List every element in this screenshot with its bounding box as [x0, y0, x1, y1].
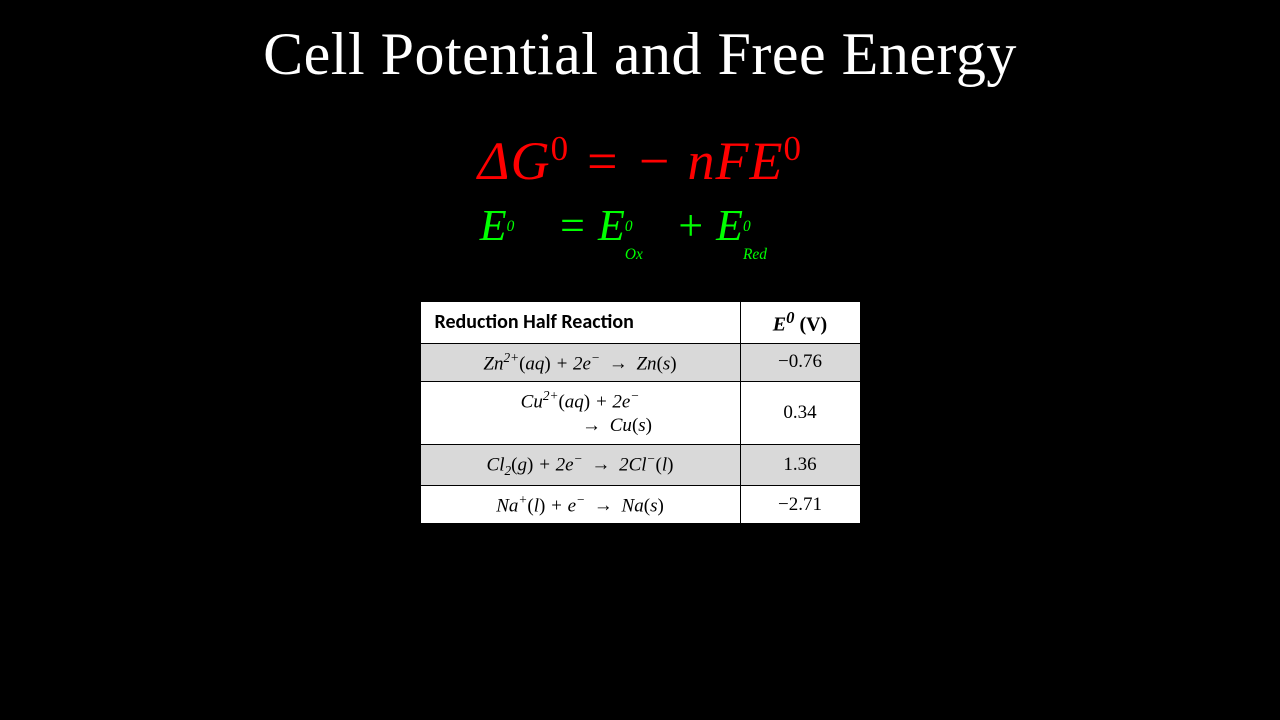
- equation-block: ΔG0 = − nFE0 E0 = E0Ox + E0Red: [478, 129, 802, 251]
- table-row: Na+(l) + e− → Na(s)−2.71: [420, 485, 860, 523]
- reduction-table-wrap: Reduction Half Reaction E0 (V) Zn2+(aq) …: [420, 301, 861, 524]
- table-row: Cu2+(aq) + 2e−→ Cu(s)0.34: [420, 381, 860, 444]
- reaction-cell: Na+(l) + e− → Na(s): [420, 485, 740, 523]
- reaction-cell: Cu2+(aq) + 2e−→ Cu(s): [420, 381, 740, 444]
- reduction-table: Reduction Half Reaction E0 (V) Zn2+(aq) …: [420, 301, 861, 524]
- slide: Cell Potential and Free Energy ΔG0 = − n…: [0, 0, 1280, 720]
- potential-cell: 0.34: [740, 381, 860, 444]
- equation-gibbs: ΔG0 = − nFE0: [478, 129, 802, 192]
- table-body: Zn2+(aq) + 2e− → Zn(s)−0.76Cu2+(aq) + 2e…: [420, 343, 860, 524]
- table-row: Cl2(g) + 2e− → 2Cl−(l)1.36: [420, 444, 860, 485]
- equation-cell-potential: E0 = E0Ox + E0Red: [480, 200, 800, 251]
- table-header-row: Reduction Half Reaction E0 (V): [420, 302, 860, 344]
- table-row: Zn2+(aq) + 2e− → Zn(s)−0.76: [420, 343, 860, 381]
- reaction-cell: Cl2(g) + 2e− → 2Cl−(l): [420, 444, 740, 485]
- slide-title: Cell Potential and Free Energy: [263, 20, 1017, 89]
- reaction-cell: Zn2+(aq) + 2e− → Zn(s): [420, 343, 740, 381]
- table-header-reaction: Reduction Half Reaction: [420, 302, 740, 344]
- potential-cell: −0.76: [740, 343, 860, 381]
- table-header-potential: E0 (V): [740, 302, 860, 344]
- potential-cell: −2.71: [740, 485, 860, 523]
- potential-cell: 1.36: [740, 444, 860, 485]
